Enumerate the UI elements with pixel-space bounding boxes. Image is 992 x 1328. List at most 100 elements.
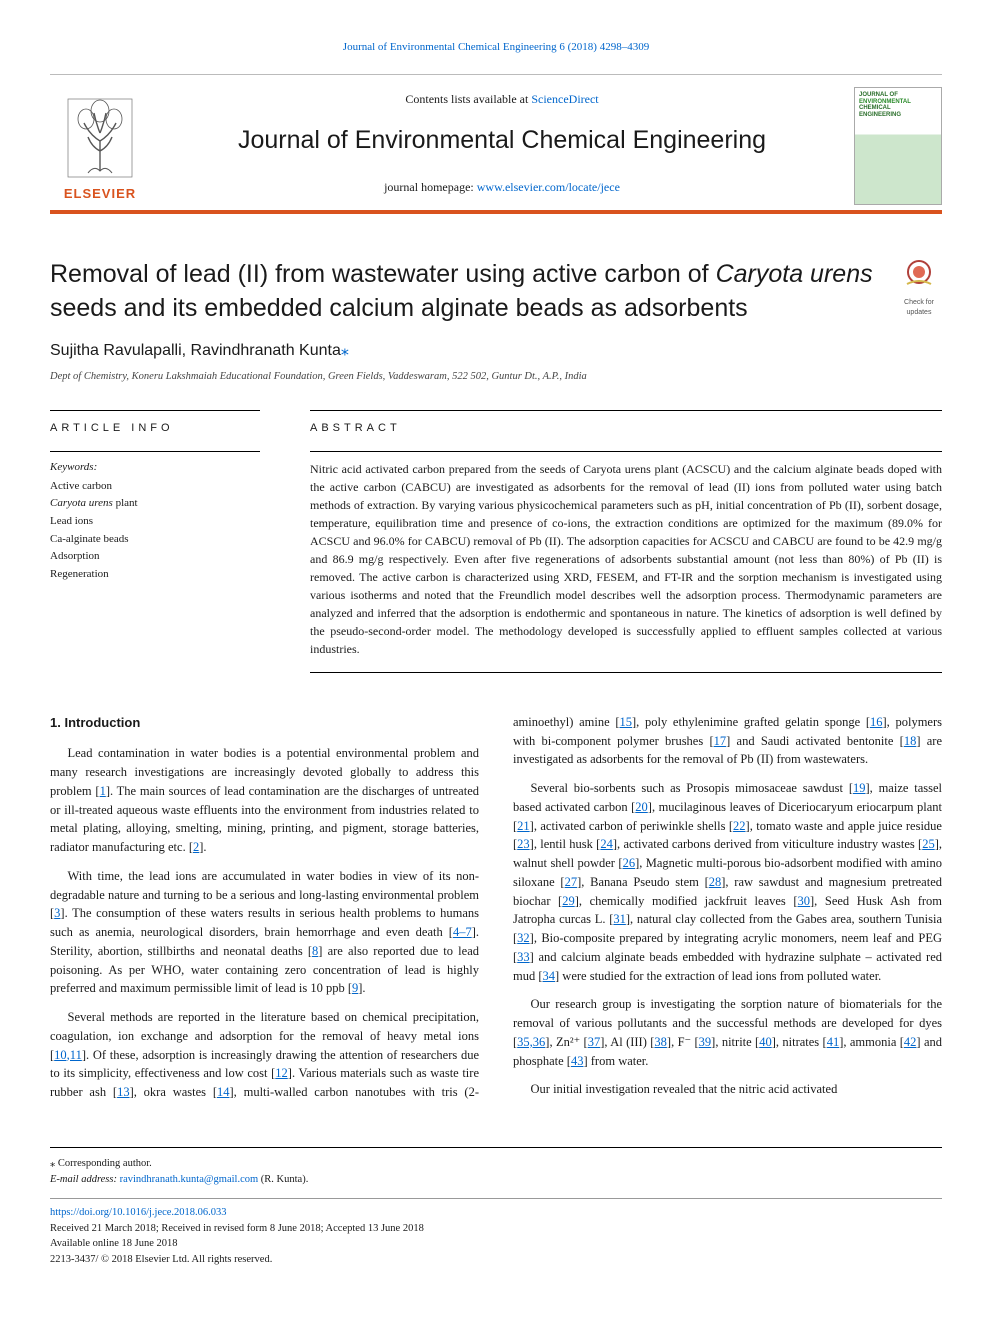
elsevier-tree-icon	[60, 93, 140, 183]
author-email-link[interactable]: ravindhranath.kunta@gmail.com	[120, 1174, 259, 1185]
ref-link[interactable]: 31	[613, 912, 626, 926]
text: ].	[199, 840, 206, 854]
ref-link[interactable]: 14	[217, 1085, 230, 1099]
article-footer: ⁎ Corresponding author. E-mail address: …	[50, 1147, 942, 1268]
ref-link[interactable]: 22	[733, 819, 746, 833]
text: ], Al (III) [	[600, 1035, 654, 1049]
title-part: seeds and its embedded calcium alginate …	[50, 294, 748, 322]
article-title-row: Removal of lead (II) from wastewater usi…	[50, 258, 942, 326]
ref-link[interactable]: 26	[623, 856, 636, 870]
keyword: Regeneration	[50, 566, 260, 584]
text: ], okra wastes [	[130, 1085, 217, 1099]
sciencedirect-link[interactable]: ScienceDirect	[531, 92, 598, 106]
ref-link[interactable]: 32	[517, 931, 530, 945]
received-dates: Received 21 March 2018; Received in revi…	[50, 1223, 424, 1234]
ref-link[interactable]: 10,11	[54, 1048, 82, 1062]
affiliation: Dept of Chemistry, Koneru Lakshmaiah Edu…	[50, 369, 942, 384]
text: ], lentil husk [	[530, 837, 601, 851]
contents-prefix: Contents lists available at	[405, 92, 531, 106]
keyword: Active carbon	[50, 478, 260, 496]
text: Several bio-sorbents such as Prosopis mi…	[531, 781, 854, 795]
text: ], Zn²⁺ [	[545, 1035, 587, 1049]
ref-link[interactable]: 33	[517, 950, 530, 964]
ref-link[interactable]: 20	[635, 800, 648, 814]
author-name: Ravindhranath Kunta	[191, 342, 341, 359]
abstract-heading: ABSTRACT	[310, 410, 942, 437]
section-heading: 1. Introduction	[50, 713, 479, 733]
text: ], poly ethylenimine grafted gelatin spo…	[632, 715, 870, 729]
contents-lists-line: Contents lists available at ScienceDirec…	[160, 91, 844, 108]
ref-link[interactable]: 24	[600, 837, 613, 851]
article-title: Removal of lead (II) from wastewater usi…	[50, 258, 880, 326]
body-paragraph: Our initial investigation revealed that …	[513, 1080, 942, 1099]
available-online: Available online 18 June 2018	[50, 1238, 178, 1249]
ref-link[interactable]: 40	[759, 1035, 772, 1049]
email-label: E-mail address:	[50, 1174, 120, 1185]
article-info-heading: ARTICLE INFO	[50, 410, 260, 437]
ref-link[interactable]: 19	[853, 781, 866, 795]
ref-link[interactable]: 29	[562, 894, 575, 908]
text: aminoethyl) amine [	[513, 715, 620, 729]
journal-name: Journal of Environmental Chemical Engine…	[160, 122, 844, 158]
homepage-prefix: journal homepage:	[384, 180, 477, 194]
header-center: Contents lists available at ScienceDirec…	[150, 87, 854, 210]
cover-line: ENVIRONMENTAL	[859, 99, 911, 105]
citation-link[interactable]: Journal of Environmental Chemical Engine…	[343, 41, 649, 53]
ref-link[interactable]: 41	[827, 1035, 840, 1049]
text: ] and Saudi activated bentonite [	[726, 734, 904, 748]
cover-line: ENGINEERING	[859, 112, 901, 118]
corresponding-author-mark[interactable]: ⁎	[341, 342, 349, 359]
article-info-column: ARTICLE INFO Keywords: Active carbon Car…	[50, 410, 260, 673]
body-paragraph: With time, the lead ions are accumulated…	[50, 867, 479, 998]
ref-link[interactable]: 25	[922, 837, 935, 851]
keyword: Adsorption	[50, 548, 260, 566]
author-list: Sujitha Ravulapalli, Ravindhranath Kunta…	[50, 339, 942, 362]
corresponding-author-note: ⁎ Corresponding author.	[50, 1156, 942, 1172]
title-italic-species: Caryota urens	[716, 260, 873, 288]
ref-link[interactable]: 18	[904, 734, 917, 748]
publisher-logo: ELSEVIER	[50, 87, 150, 210]
author-name: Sujitha Ravulapalli,	[50, 342, 191, 359]
ref-link[interactable]: 21	[517, 819, 530, 833]
crossmark-icon	[901, 258, 937, 294]
text: ], multi-walled carbon nanotubes with tr…	[230, 1085, 480, 1099]
article-body: 1. Introduction Lead contamination in wa…	[50, 713, 942, 1106]
ref-link[interactable]: 16	[870, 715, 883, 729]
ref-link[interactable]: 39	[699, 1035, 712, 1049]
ref-link[interactable]: 35,36	[517, 1035, 545, 1049]
ref-link[interactable]: 4–7	[453, 925, 472, 939]
cover-line: CHEMICAL	[859, 105, 891, 111]
ref-link[interactable]: 15	[620, 715, 633, 729]
ref-link[interactable]: 38	[654, 1035, 667, 1049]
ref-link[interactable]: 28	[709, 875, 722, 889]
body-paragraph: Several bio-sorbents such as Prosopis mi…	[513, 779, 942, 985]
journal-header: ELSEVIER Contents lists available at Sci…	[50, 74, 942, 214]
ref-link[interactable]: 17	[714, 734, 727, 748]
body-paragraph: Our research group is investigating the …	[513, 995, 942, 1070]
text: ]. The consumption of these waters resul…	[50, 906, 479, 939]
ref-link[interactable]: 23	[517, 837, 530, 851]
journal-homepage-line: journal homepage: www.elsevier.com/locat…	[160, 179, 844, 196]
keyword-part: plant	[113, 497, 138, 509]
journal-homepage-link[interactable]: www.elsevier.com/locate/jece	[477, 180, 620, 194]
keywords-label: Keywords:	[50, 451, 260, 476]
crossmark-badge[interactable]: Check for updates	[896, 258, 942, 304]
ref-link[interactable]: 30	[798, 894, 811, 908]
publisher-name: ELSEVIER	[64, 185, 136, 204]
keyword: Caryota urens plant	[50, 495, 260, 513]
ref-link[interactable]: 43	[571, 1054, 584, 1068]
text: ] from water.	[583, 1054, 648, 1068]
ref-link[interactable]: 13	[117, 1085, 130, 1099]
doi-link[interactable]: https://doi.org/10.1016/j.jece.2018.06.0…	[50, 1207, 227, 1218]
ref-link[interactable]: 42	[904, 1035, 917, 1049]
ref-link[interactable]: 34	[543, 969, 556, 983]
cover-line: JOURNAL OF	[859, 92, 898, 98]
text: ], activated carbons derived from viticu…	[613, 837, 922, 851]
ref-link[interactable]: 12	[275, 1066, 288, 1080]
email-suffix: (R. Kunta).	[258, 1174, 308, 1185]
text: ], nitrates [	[772, 1035, 827, 1049]
ref-link[interactable]: 27	[565, 875, 578, 889]
text: ], ammonia [	[839, 1035, 904, 1049]
ref-link[interactable]: 37	[588, 1035, 601, 1049]
abstract-column: ABSTRACT Nitric acid activated carbon pr…	[310, 410, 942, 673]
